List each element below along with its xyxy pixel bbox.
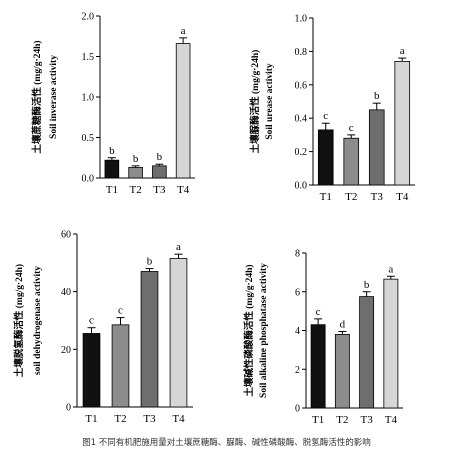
significance-label: a (400, 45, 405, 57)
figure: 0.0 0.5 1.0 1.5 2.0 b T1 b T2 b T3 a T4 土壤蔗糖酶活性 (mg/g… (13, 12, 415, 426)
y-tick-label: 20 (61, 345, 71, 356)
y-tick-label: 0.5 (82, 133, 95, 144)
y-tick-label: 0.4 (295, 114, 308, 125)
category-label: T4 (177, 184, 190, 196)
significance-label: b (109, 145, 115, 157)
bar-t3 (140, 271, 159, 408)
significance-label: b (157, 151, 163, 163)
y-axis-label-cn: 土壤碱性磷酸酶活性 (mg/g·24h) (243, 264, 255, 396)
y-tick-label: 1.0 (295, 14, 308, 25)
bar-t2 (343, 137, 360, 186)
bar-t3 (152, 165, 167, 179)
chart-dehydrogenase: 0 20 40 60 c T1 c T2 b T3 a T4 土壤脱氢酶活性 (mg/g·24h) soi… (13, 230, 193, 425)
category-label: T2 (130, 184, 142, 196)
chart-urease: 0.0 0.2 0.4 0.6 0.8 1.0 c T1 c T2 b T3 a T4 土壤脲酶活性 (mg… (249, 14, 415, 203)
significance-label: c (349, 122, 354, 134)
y-tick-label: 8 (295, 249, 300, 260)
bar-t2 (334, 333, 350, 409)
chart-alkaline-phosphatase: 0 2 4 6 8 c T1 d T2 b T3 a T4 土壤碱性磷酸酶活性 (mg/g·24h) Soi… (243, 249, 403, 426)
category-label: T4 (172, 413, 185, 425)
figure-caption: 图1 不同有机肥施用量对土壤蔗糖酶、脲酶、碱性磷酸酶、脱氢酶活性的影响 (82, 438, 371, 448)
significance-label: d (340, 318, 346, 330)
chart-invertase: 0.0 0.5 1.0 1.5 2.0 b T1 b T2 b T3 a T4 土壤蔗糖酶活性 (mg/g… (31, 12, 195, 196)
category-label: T1 (106, 184, 118, 196)
significance-label: a (181, 25, 186, 37)
category-label: T1 (320, 191, 332, 203)
category-label: T2 (114, 413, 126, 425)
category-label: T1 (312, 414, 324, 426)
category-label: T1 (85, 413, 97, 425)
category-label: T3 (361, 414, 374, 426)
y-tick-label: 0.0 (295, 181, 308, 192)
bar-t3 (368, 109, 385, 186)
bar-t4 (394, 61, 411, 186)
significance-label: a (388, 263, 393, 275)
y-tick-label: 6 (295, 287, 300, 298)
y-tick-label: 60 (61, 230, 71, 241)
y-tick-label: 0 (66, 403, 71, 414)
bar-t2 (111, 324, 130, 408)
category-label: T2 (345, 191, 357, 203)
y-axis-label-en: Soil alkaline phosphatase activity (259, 263, 269, 398)
y-tick-label: 40 (61, 287, 71, 298)
significance-label: b (364, 279, 370, 291)
y-tick-label: 0 (295, 404, 300, 415)
bar-t1 (104, 159, 120, 179)
category-label: T2 (336, 414, 348, 426)
y-tick-label: 0.2 (295, 147, 308, 158)
y-axis-label-cn: 土壤蔗糖酶活性 (mg/g·24h) (31, 40, 43, 153)
significance-label: a (176, 241, 181, 253)
bar-t4 (383, 278, 399, 409)
significance-label: b (147, 256, 153, 268)
bar-t2 (128, 167, 143, 179)
category-label: T4 (396, 191, 409, 203)
significance-label: c (323, 110, 328, 122)
bar-t1 (310, 324, 326, 409)
bar-t4 (169, 258, 188, 408)
significance-label: b (133, 153, 139, 165)
significance-label: c (89, 315, 94, 327)
y-tick-label: 0.6 (295, 80, 308, 91)
significance-label: b (374, 90, 380, 102)
significance-label: c (118, 305, 123, 317)
bar-t4 (175, 43, 191, 179)
y-tick-label: 4 (295, 326, 300, 337)
y-tick-label: 2.0 (82, 12, 95, 23)
y-axis-label-cn: 土壤脲酶活性 (mg/g·24h) (249, 50, 261, 154)
y-axis-label-cn: 土壤脱氢酶活性 (mg/g·24h) (13, 264, 25, 377)
y-tick-label: 1.0 (82, 93, 95, 104)
bar-t3 (359, 296, 375, 409)
category-label: T3 (143, 413, 156, 425)
bar-t1 (82, 333, 101, 408)
y-axis-label-en: soil dehydrogenase activity (33, 266, 43, 375)
y-tick-label: 0.0 (82, 174, 95, 185)
y-tick-label: 1.5 (82, 52, 95, 63)
y-tick-label: 0.8 (295, 47, 308, 58)
significance-label: c (316, 306, 321, 318)
y-tick-label: 2 (295, 365, 300, 376)
category-label: T3 (371, 191, 384, 203)
bar-t1 (317, 129, 334, 186)
category-label: T3 (153, 184, 166, 196)
y-axis-label-en: Soil inverase activity (49, 55, 59, 139)
y-axis-label-en: Soil urease activity (265, 63, 275, 140)
category-label: T4 (385, 414, 398, 426)
